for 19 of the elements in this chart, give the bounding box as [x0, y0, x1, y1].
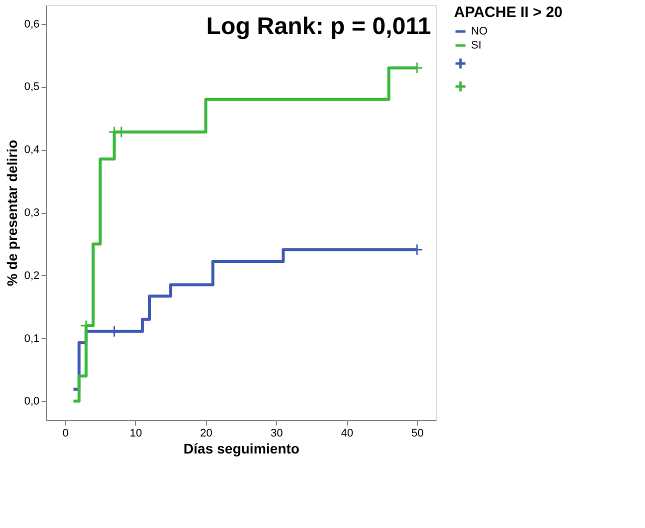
annotation: Log Rank: p = 0,011 — [206, 13, 431, 40]
y-tick-label: 0,1 — [24, 332, 40, 345]
y-tick-label: 0,3 — [24, 207, 40, 219]
y-axis-title: % de presentar delirio — [4, 140, 20, 286]
y-tick-label: 0,0 — [24, 396, 40, 408]
y-tick-label: 0,4 — [24, 144, 40, 156]
x-tick-label: 20 — [200, 428, 212, 440]
x-tick-label: 40 — [340, 428, 354, 440]
x-tick-label: 0 — [62, 428, 69, 440]
legend-title: APACHE II > 20 — [454, 4, 563, 21]
y-tick-label: 0,5 — [24, 81, 40, 94]
y-tick-label: 0,2 — [24, 270, 40, 282]
y-tick-label: 0,6 — [24, 18, 40, 30]
x-tick-label: 10 — [130, 428, 142, 440]
legend-label: SI — [471, 40, 482, 52]
legend-label: NO — [471, 26, 488, 38]
x-tick-label: 30 — [270, 428, 283, 440]
x-tick-label: 50 — [411, 428, 424, 440]
x-axis-title: Días seguimiento — [184, 440, 300, 456]
